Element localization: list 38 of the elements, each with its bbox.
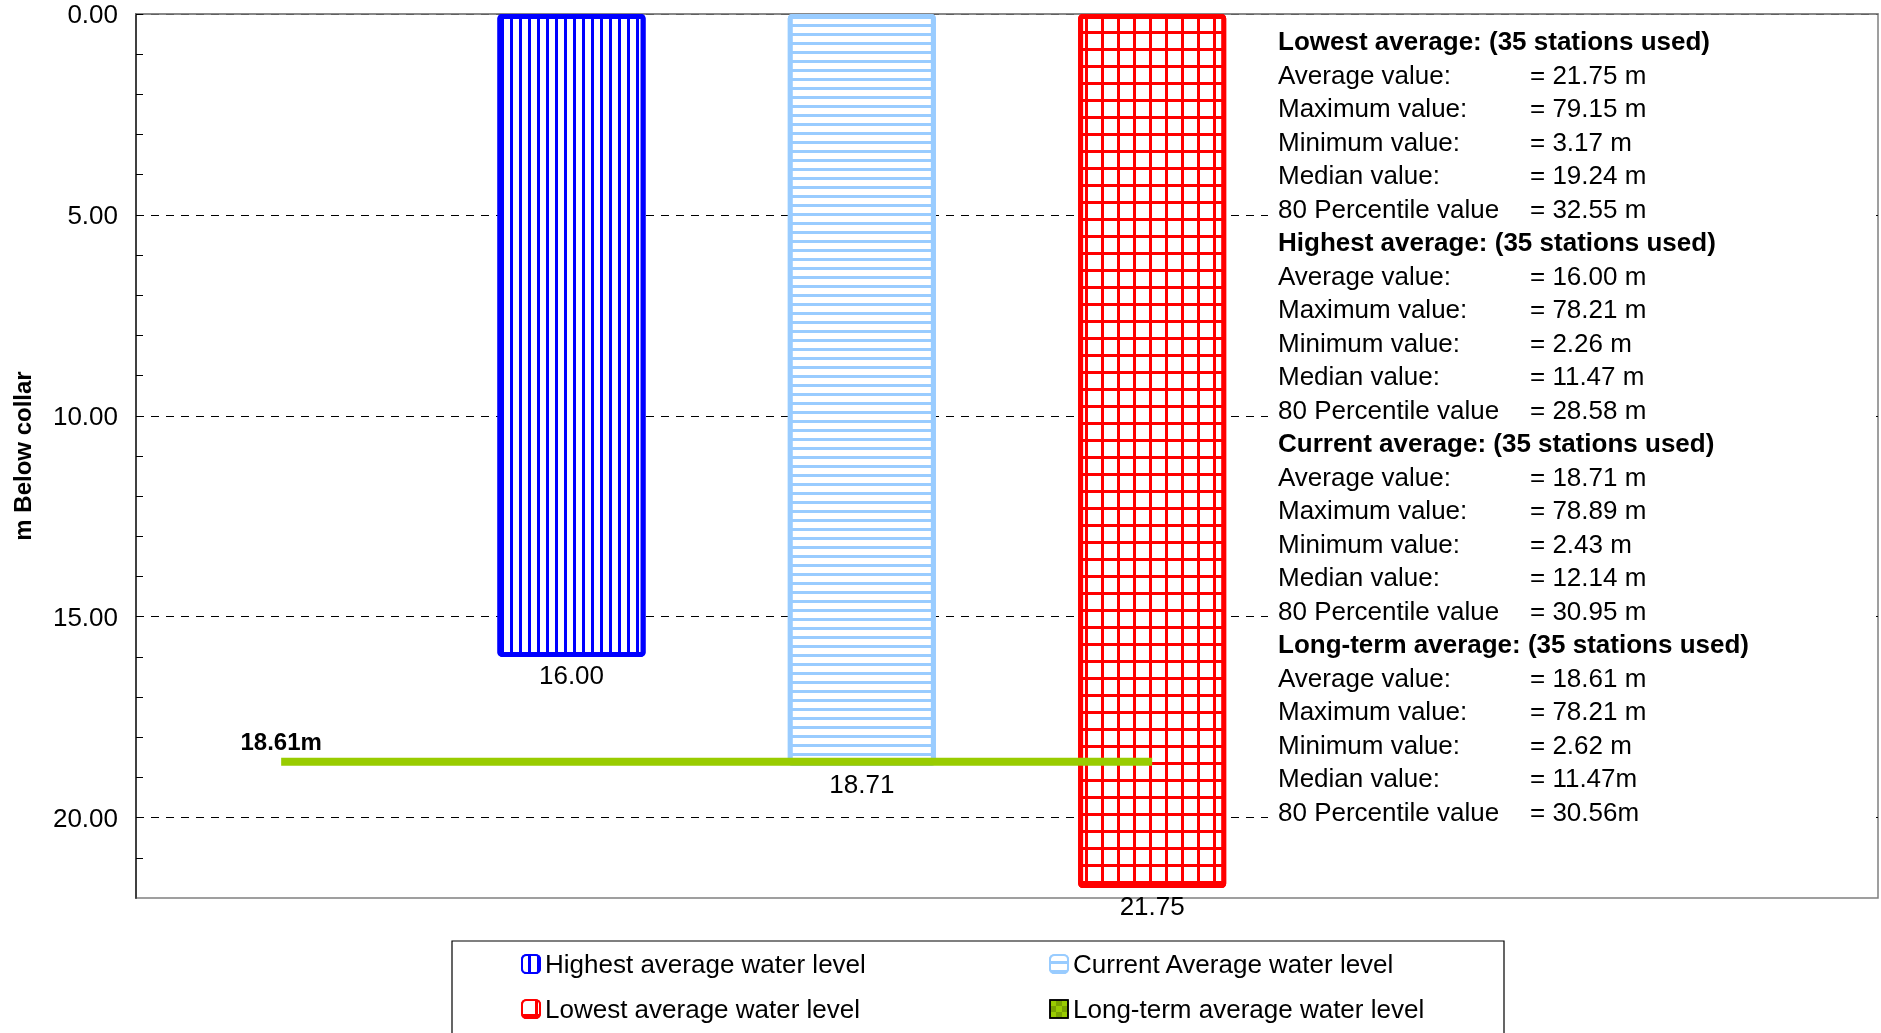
text: Median value: = 12.14 m [1278, 562, 1647, 592]
y-tick-label: 5.00 [67, 199, 118, 230]
data-label: 18.61m [240, 728, 322, 756]
annotation: Long-term average: (35 stations used) [1278, 629, 1749, 659]
text: Maximum value: = 78.21 m [1278, 696, 1647, 726]
text: Maximum value: = 78.89 m [1278, 495, 1647, 525]
legend-label: Highest average water level [545, 949, 866, 979]
data-label: 21.75 [1119, 890, 1185, 921]
text: Median value: = 11.47 m [1278, 361, 1645, 391]
annotation: Highest average: (35 stations used) [1278, 227, 1716, 257]
y-tick-label: 15.00 [52, 601, 118, 632]
text: Minimum value: = 2.26 m [1278, 327, 1632, 358]
text: Average value: = 16.00 m [1278, 260, 1647, 291]
legend-label: Long-term average water level [1073, 994, 1425, 1024]
text: Median value: = 11.47m [1278, 763, 1638, 793]
y-tick-label: 0.00 [67, 0, 118, 29]
annotation: Current average: (35 stations used) [1278, 428, 1715, 458]
y-tick-label: 20.00 [52, 802, 118, 833]
text: Minimum value: = 2.62 m [1278, 729, 1632, 760]
text: Minimum value: = 3.17 m [1278, 126, 1632, 157]
legend-label: Lowest average water level [545, 994, 861, 1024]
data-label: 16.00 [538, 659, 605, 690]
text: Median value: = 19.24 m [1278, 160, 1647, 190]
annotation: 80 Percentile value = 30.95 m [1278, 595, 1647, 626]
text: Average value: = 21.75 m [1278, 59, 1647, 90]
y-axis-title: m Below collar [8, 371, 36, 541]
annotation: 80 Percentile value = 30.56m [1278, 796, 1640, 827]
annotation: 80 Percentile value = 32.55 m [1278, 193, 1647, 224]
text: Average value: = 18.71 m [1278, 461, 1647, 492]
legend-label: Current Average water level [1073, 949, 1394, 979]
text: Minimum value: = 2.43 m [1278, 528, 1632, 559]
text: Maximum value: = 79.15 m [1278, 93, 1647, 123]
annotation: Lowest average: (35 stations used) [1278, 26, 1711, 56]
text: Average value: = 18.61 m [1278, 662, 1647, 693]
data-label: 18.71 [829, 768, 895, 799]
text: Maximum value: = 78.21 m [1278, 294, 1647, 324]
annotation: 80 Percentile value = 28.58 m [1278, 394, 1647, 425]
y-tick-label: 10.00 [52, 400, 118, 431]
